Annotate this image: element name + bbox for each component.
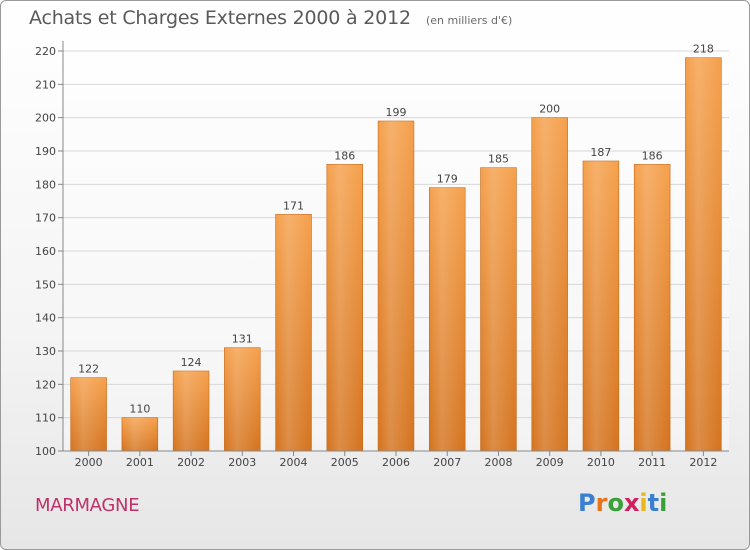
y-tick-label: 120 [35, 378, 56, 391]
bar-value-label: 186 [642, 149, 663, 162]
bar-shine [121, 417, 158, 451]
y-tick-label: 180 [35, 178, 56, 191]
y-tick-label: 190 [35, 145, 56, 158]
x-tick-label: 2009 [536, 456, 564, 469]
y-tick-label: 130 [35, 345, 56, 358]
bar-shine [378, 121, 414, 451]
logo-letter: o [607, 489, 624, 517]
y-tick-label: 170 [35, 212, 56, 225]
bar-value-label: 179 [437, 173, 458, 186]
y-tick-label: 140 [35, 312, 56, 325]
x-tick-label: 2004 [280, 456, 308, 469]
x-tick-label: 2008 [484, 456, 512, 469]
logo-letter: t [647, 489, 660, 517]
bar-value-label: 110 [129, 403, 150, 416]
x-tick-label: 2012 [689, 456, 717, 469]
chart-subtitle: (en milliers d'€) [425, 14, 513, 27]
x-tick-label: 2003 [228, 456, 256, 469]
bar-shine [224, 347, 261, 451]
bar-shine [685, 57, 722, 452]
y-tick-label: 150 [35, 278, 56, 291]
x-tick-label: 2001 [126, 456, 154, 469]
bar-value-label: 199 [386, 106, 407, 119]
x-tick-label: 2005 [331, 456, 359, 469]
x-tick-label: 2006 [382, 456, 410, 469]
bar-shine [582, 161, 619, 451]
logo-letter: r [595, 489, 608, 517]
commune-name: MARMAGNE [35, 495, 140, 516]
y-tick-label: 100 [35, 445, 56, 458]
bar-value-label: 124 [181, 356, 202, 369]
bar-shine [634, 164, 671, 452]
y-tick-label: 200 [35, 112, 56, 125]
x-tick-label: 2010 [587, 456, 615, 469]
bar-value-label: 122 [78, 363, 99, 376]
bar-value-label: 218 [693, 43, 714, 56]
bar-shine [173, 371, 210, 451]
logo-letter: x [623, 489, 640, 517]
bar-shine [326, 164, 363, 452]
bar-value-label: 185 [488, 153, 509, 166]
bar-shine [275, 214, 312, 451]
bar-value-label: 186 [334, 149, 355, 162]
logo-letter: i [659, 489, 668, 517]
x-tick-label: 2007 [433, 456, 461, 469]
chart-title: Achats et Charges Externes 2000 à 2012 [29, 7, 411, 29]
bar-value-label: 200 [539, 103, 560, 116]
x-tick-label: 2000 [75, 456, 103, 469]
bar-shine [70, 377, 107, 451]
y-tick-label: 110 [35, 412, 56, 425]
proxiti-logo: Proxiti [578, 489, 667, 517]
bar-shine [531, 117, 568, 452]
y-tick-label: 210 [35, 78, 56, 91]
x-tick-label: 2011 [638, 456, 666, 469]
logo-letter: P [578, 489, 596, 517]
bar-shine [429, 187, 466, 451]
bar-value-label: 131 [232, 333, 253, 346]
y-tick-label: 220 [35, 45, 56, 58]
x-tick-label: 2002 [177, 456, 205, 469]
title-row: Achats et Charges Externes 2000 à 2012 (… [29, 7, 512, 29]
bar-value-label: 171 [283, 199, 304, 212]
bar-shine [480, 167, 517, 451]
logo-letter: i [639, 489, 648, 517]
bar-value-label: 187 [590, 146, 611, 159]
y-tick-label: 160 [35, 245, 56, 258]
